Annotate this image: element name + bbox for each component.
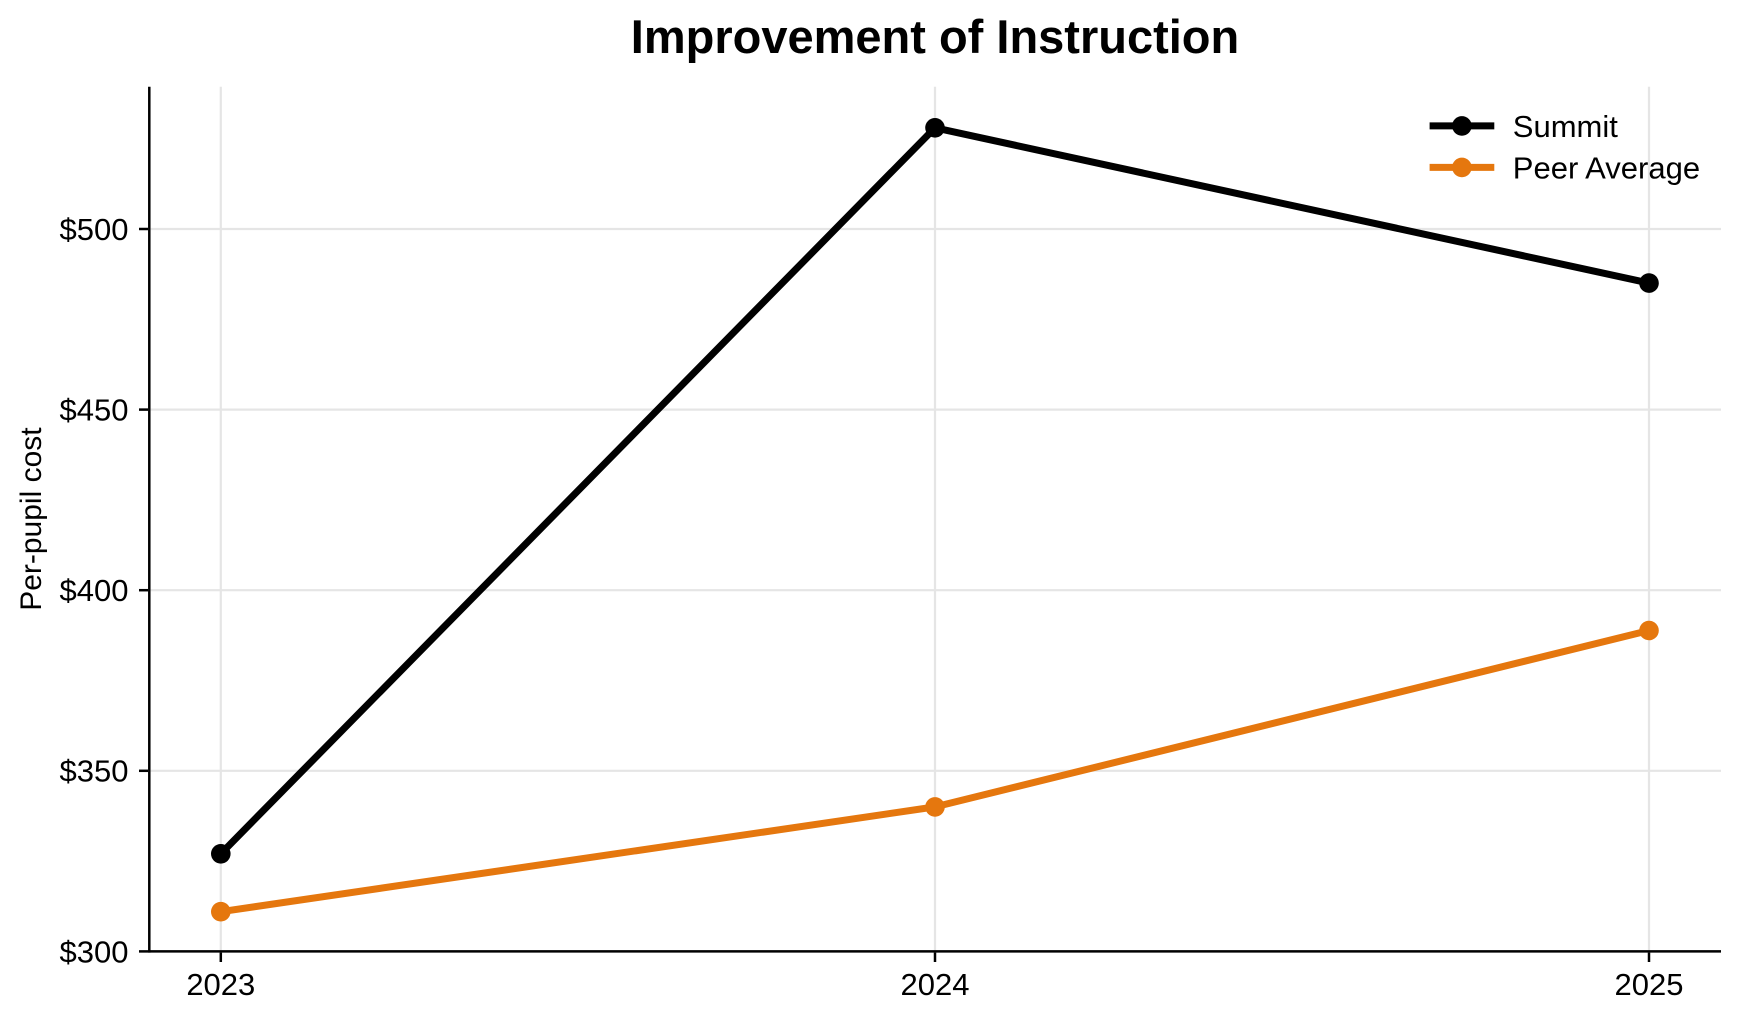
svg-text:2024: 2024 xyxy=(901,967,970,1002)
svg-text:$300: $300 xyxy=(60,934,129,969)
svg-text:$350: $350 xyxy=(60,754,129,789)
svg-text:$400: $400 xyxy=(60,573,129,608)
svg-text:Summit: Summit xyxy=(1513,109,1618,144)
svg-text:$450: $450 xyxy=(60,393,129,428)
svg-text:Per-pupil cost: Per-pupil cost xyxy=(15,427,48,611)
svg-text:Peer Average: Peer Average xyxy=(1513,150,1700,185)
svg-text:2023: 2023 xyxy=(186,967,255,1002)
svg-text:Improvement of Instruction: Improvement of Instruction xyxy=(631,10,1239,63)
svg-text:$500: $500 xyxy=(60,212,129,247)
svg-text:2025: 2025 xyxy=(1615,967,1684,1002)
